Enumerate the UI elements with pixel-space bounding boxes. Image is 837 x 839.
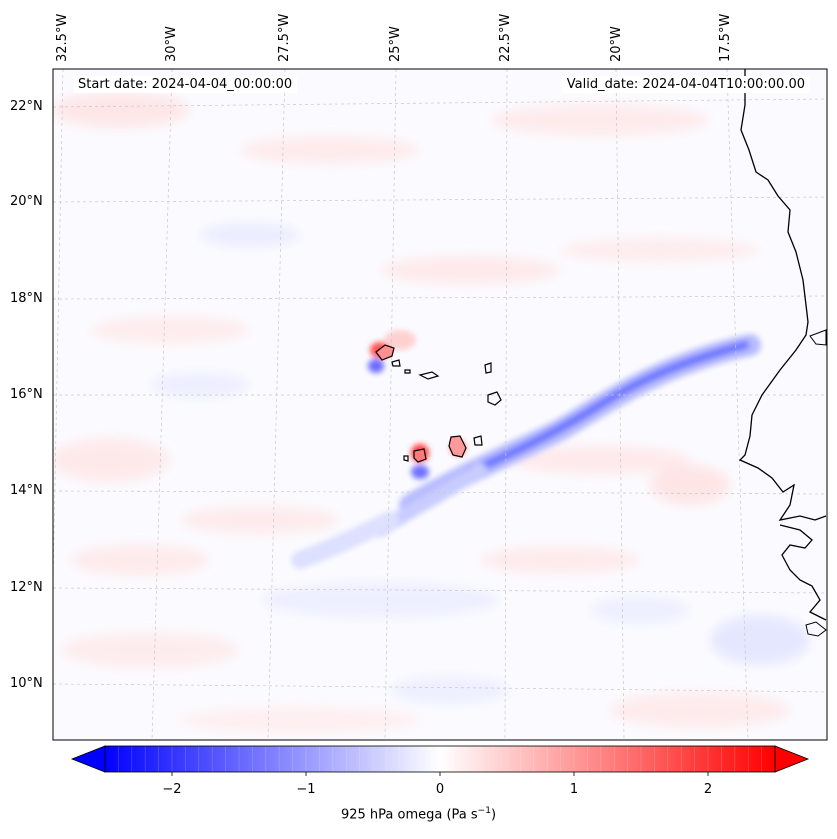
colorbar-tick-label: −1 — [296, 782, 316, 797]
colorbar-body — [105, 746, 775, 772]
lat-label-10n: 10°N — [10, 676, 43, 691]
lat-label-22n: 22°N — [10, 99, 43, 114]
colorbar-extend-high — [774, 745, 810, 773]
lat-label-12n: 12°N — [10, 580, 43, 595]
map-background — [53, 69, 827, 740]
coast-fragment — [809, 329, 827, 346]
graticule — [53, 69, 827, 740]
cape-verde-islands — [375, 344, 502, 463]
colorbar-tick-label: 1 — [569, 782, 579, 797]
santa-luzia-island — [404, 369, 411, 374]
colorbar-tick-label: 0 — [435, 782, 445, 797]
valid-date-label: Valid_date: 2024-04-04T10:00:00.00 — [561, 76, 810, 93]
colorbar-label-text: 925 hPa omega (Pa s — [340, 807, 478, 823]
colorbar-label-close: ) — [490, 807, 497, 823]
santo-antao-island — [375, 344, 395, 361]
maio-island — [473, 435, 483, 446]
colorbar — [70, 745, 810, 776]
boa-vista-island — [487, 391, 502, 406]
sal-island — [484, 362, 492, 374]
lat-label-20n: 20°N — [10, 194, 43, 209]
colorbar-bands — [118, 746, 762, 772]
fogo-island — [413, 448, 427, 463]
santiago-island — [448, 435, 467, 458]
brava-island — [403, 455, 409, 462]
colorbar-tick-label: 2 — [703, 782, 713, 797]
omega-field — [53, 69, 827, 740]
lat-label-16n: 16°N — [10, 387, 43, 402]
guinea-coastline — [779, 524, 827, 621]
africa-coastline — [738, 69, 827, 521]
colorbar-tick-label: −2 — [162, 782, 182, 797]
colorbar-label: 925 hPa omega (Pa s−1) — [0, 806, 837, 822]
map-frame — [52, 68, 828, 741]
colorbar-ticks — [171, 772, 709, 776]
colorbar-extend-low — [70, 745, 106, 773]
sao-nicolau-island — [418, 371, 440, 380]
bijagos-islands — [805, 621, 827, 637]
colorbar-label-exponent: −1 — [477, 806, 491, 816]
sao-vicente-island — [391, 359, 401, 367]
lat-label-14n: 14°N — [10, 483, 43, 498]
start-date-label: Start date: 2024-04-04_00:00:00 — [73, 76, 298, 93]
lat-label-18n: 18°N — [10, 291, 43, 306]
